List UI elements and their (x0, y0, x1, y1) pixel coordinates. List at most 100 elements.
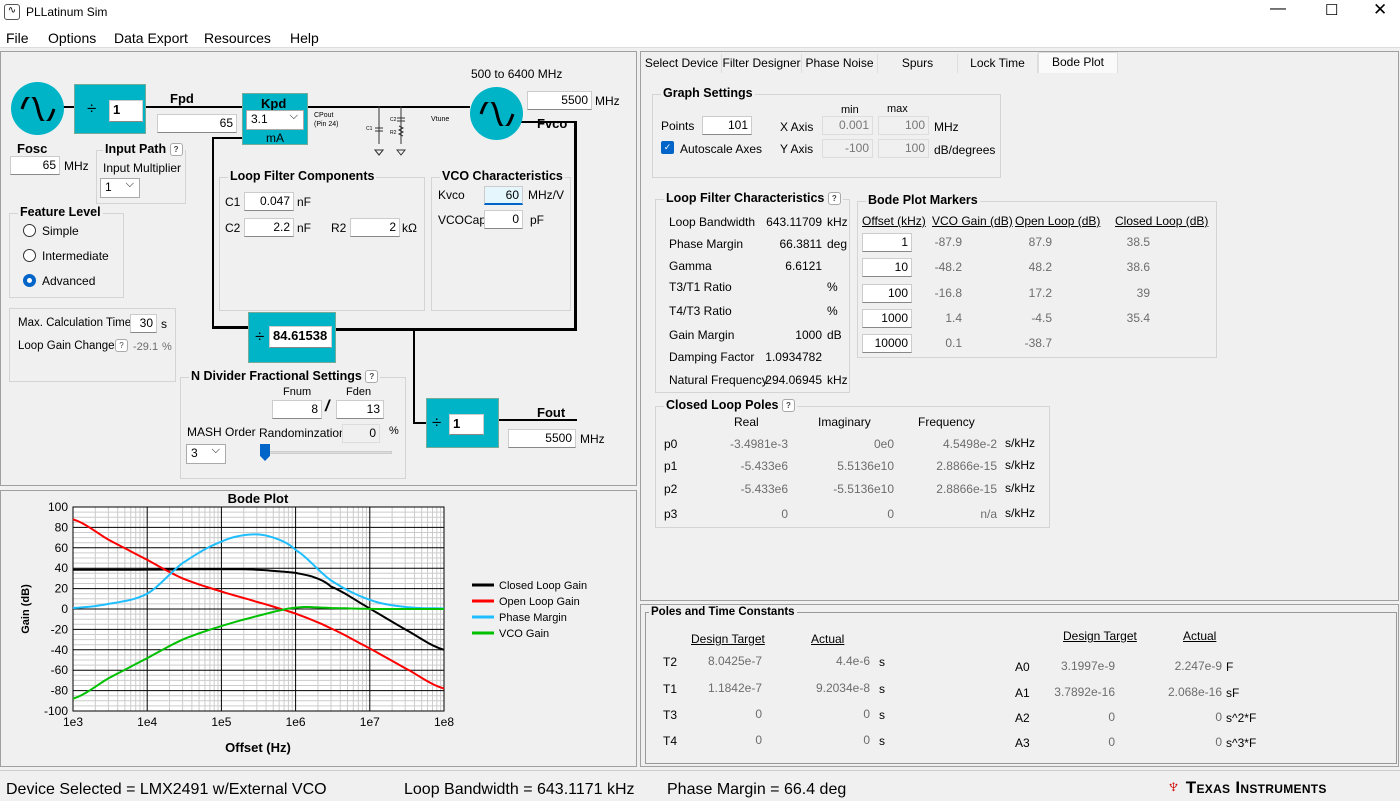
marker-value: 1.4 (945, 311, 962, 325)
wire (212, 326, 248, 329)
help-icon[interactable]: ? (169, 143, 183, 157)
c1-label: C1 (225, 195, 241, 209)
r2-input[interactable]: 2 (350, 218, 400, 237)
marker-header: Offset (kHz) (862, 214, 926, 228)
x-tick-label: 1e7 (360, 715, 380, 729)
vcocap-input[interactable]: 0 (484, 210, 523, 229)
fden-input[interactable]: 13 (336, 400, 384, 419)
fnum-input[interactable]: 8 (272, 400, 322, 419)
tc-actual: 9.2034e-8 (815, 681, 870, 695)
app-icon: ∿ (4, 4, 20, 20)
menu-data-export[interactable]: Data Export (114, 30, 188, 46)
help-icon[interactable]: ? (782, 399, 795, 413)
y-tick-label: 100 (48, 500, 68, 514)
actual-header: Actual (1183, 629, 1217, 643)
chart-title: Bode Plot (228, 491, 289, 506)
marker-offset-input[interactable]: 10000 (862, 334, 912, 353)
menu-help[interactable]: Help (290, 30, 319, 46)
a-label: A0 (1015, 660, 1030, 674)
input-multiplier-select[interactable]: 1 (100, 178, 140, 198)
help-icon[interactable]: ? (827, 192, 841, 206)
phase-margin-line (72, 533, 445, 610)
y-unit: dB/degrees (934, 143, 996, 157)
marker-offset-input[interactable]: 100 (862, 284, 912, 303)
a-design: 0 (1108, 710, 1115, 724)
tab-filter-designer[interactable]: Filter Designer (722, 54, 802, 73)
poles-header: Real (734, 415, 759, 429)
fout-input[interactable]: 5500 (508, 429, 576, 448)
x-max-input[interactable]: 100 (878, 116, 929, 135)
marker-offset-input[interactable]: 1 (862, 233, 912, 252)
fvco-label: Fvco (537, 116, 568, 131)
c2-input[interactable]: 2.2 (244, 218, 294, 237)
input-path-title: Input Path (105, 142, 167, 156)
autoscale-checkbox[interactable]: ✓ (661, 141, 674, 154)
design-target-header: Design Target (1063, 629, 1137, 643)
y-max-input[interactable]: 100 (878, 139, 929, 158)
tc-label: T3 (663, 708, 678, 722)
fvco-input[interactable]: 5500 (527, 91, 592, 110)
n-divider-input[interactable]: 84.61538 (269, 326, 332, 348)
help-icon[interactable]: ? (115, 339, 128, 352)
minimize-button[interactable]: — (1270, 0, 1286, 17)
marker-offset-input[interactable]: 1000 (862, 309, 912, 328)
fpd-input[interactable]: 65 (157, 114, 237, 133)
output-divider-block: ÷ 1 (426, 398, 499, 448)
maximize-button[interactable]: ☐ (1325, 2, 1339, 19)
output-divider-input[interactable]: 1 (449, 414, 484, 435)
close-button[interactable]: ✕ (1373, 0, 1388, 19)
vcocap-unit: pF (530, 213, 545, 227)
pole-label: p0 (664, 437, 678, 451)
menu-resources[interactable]: Resources (204, 30, 271, 46)
y-min-input[interactable]: -100 (822, 139, 873, 158)
gain-margin-unit: dB (827, 328, 842, 342)
a-actual: 0 (1215, 710, 1222, 724)
randomization-slider-thumb[interactable] (260, 444, 270, 461)
kpd-label: Kpd (261, 96, 287, 111)
tab-bode-plot[interactable]: Bode Plot (1038, 52, 1118, 73)
tc-unit: s (879, 708, 885, 722)
wire (60, 106, 74, 108)
points-label: Points (661, 119, 695, 133)
kvco-input[interactable]: 60 (484, 186, 523, 205)
r-divider-input[interactable]: 1 (109, 100, 143, 122)
radio-advanced[interactable] (23, 274, 36, 287)
status-phase-margin: Phase Margin = 66.4 deg (667, 781, 847, 798)
max-calc-time-label: Max. Calculation Time (18, 317, 132, 329)
kpd-select[interactable]: 3.1 (246, 110, 304, 130)
fosc-input[interactable]: 65 (10, 156, 60, 175)
tab-spurs[interactable]: Spurs (878, 54, 958, 73)
tab-select-device[interactable]: Select Device (642, 54, 722, 73)
gain-margin-value: 1000 (795, 328, 822, 342)
max-calc-time-input[interactable]: 30 (130, 314, 157, 333)
c1-label: C1 (366, 126, 373, 132)
menu-file[interactable]: File (6, 30, 29, 46)
tc-unit: s (879, 734, 885, 748)
n-divider-fractional-group: N Divider Fractional Settings ? (180, 369, 406, 479)
vcocap-label: VCOCap (438, 213, 487, 227)
a-actual: 0 (1215, 735, 1222, 749)
radio-advanced-label: Advanced (42, 274, 96, 288)
marker-value: 38.5 (1126, 235, 1150, 249)
c1-input[interactable]: 0.047 (244, 192, 294, 211)
tab-phase-noise[interactable]: Phase Noise (802, 54, 878, 73)
poles-time-constants-panel (640, 604, 1399, 767)
title-bar: ∿ PLLatinum Sim — ☐ ✕ (0, 0, 1400, 26)
t4-t3-ratio-label: T4/T3 Ratio (669, 304, 732, 318)
phase-margin-legend-label: Phase Margin (499, 612, 567, 624)
vco-icon (470, 87, 523, 140)
randomization-slider-track[interactable] (262, 451, 392, 454)
menu-options[interactable]: Options (48, 30, 97, 46)
radio-simple[interactable] (23, 224, 36, 237)
radio-simple-label: Simple (42, 224, 79, 238)
pole-unit: s/kHz (1005, 481, 1035, 495)
points-input[interactable]: 101 (702, 116, 752, 135)
help-icon[interactable]: ? (365, 370, 379, 384)
mash-order-select[interactable]: 3 (186, 444, 226, 464)
divide-icon: ÷ (255, 327, 265, 346)
radio-intermediate[interactable] (23, 249, 36, 262)
tab-lock-time[interactable]: Lock Time (958, 54, 1038, 73)
x-min-input[interactable]: 0.001 (822, 116, 873, 135)
vco-gain-legend-label: VCO Gain (499, 628, 549, 640)
marker-offset-input[interactable]: 10 (862, 258, 912, 277)
